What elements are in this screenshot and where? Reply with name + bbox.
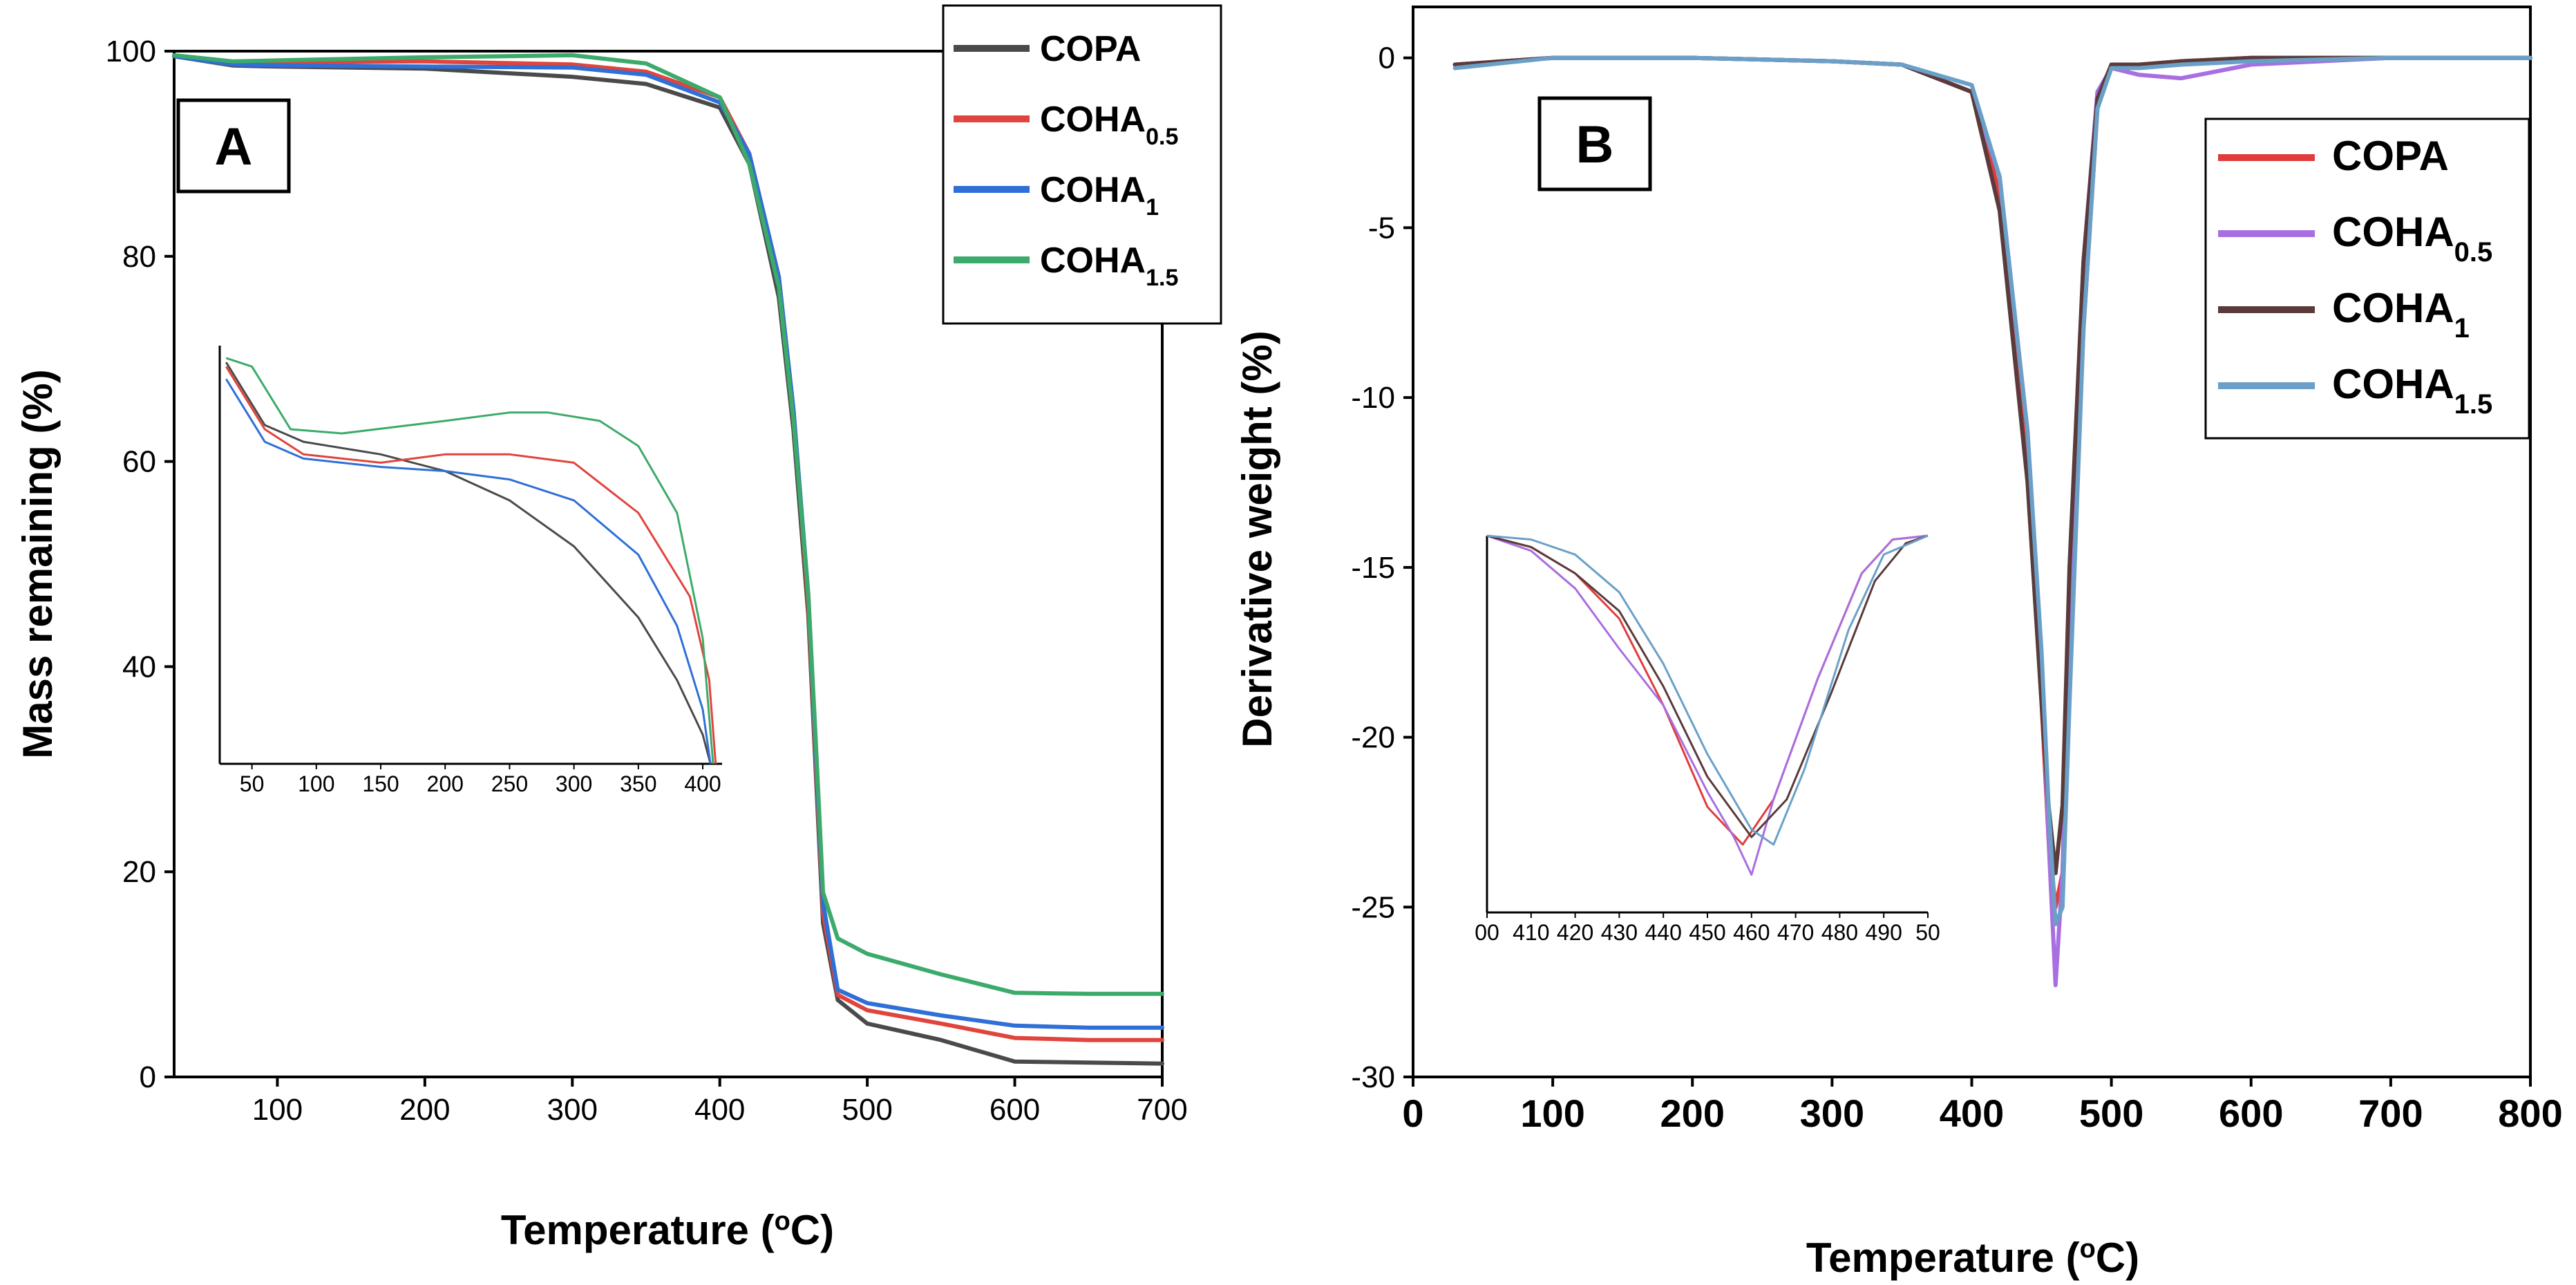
y-tick-label: -15 [1351, 551, 1395, 585]
legend-label: COPA [1040, 29, 1141, 69]
inset-series-line-coha1 [225, 378, 712, 765]
inset-x-tick-label: 100 [298, 771, 334, 796]
x-tick-label: 100 [1520, 1091, 1584, 1135]
panel-b-y-ticks: 0 -5 -10 -15 -20 -25 -30 [1351, 41, 1413, 1094]
inset-x-tick-label: 00 [1475, 920, 1499, 945]
x-tick-label: 700 [2358, 1091, 2423, 1135]
y-tick-label: -25 [1351, 890, 1395, 924]
legend-label: COHA1.5 [1040, 241, 1178, 291]
panel-b-x-ticks: 0 100 200 300 400 500 600 700 800 [1402, 1077, 2563, 1135]
inset-series-line-coha0-5 [1486, 534, 1929, 876]
legend-label: COPA [2332, 133, 2449, 179]
panel-a-x-axis-title: Temperature (oC) [501, 1207, 834, 1253]
panel-b-label: B [1576, 115, 1614, 174]
x-tick-label: 200 [399, 1093, 450, 1127]
panel-a-chart: 100 200 300 400 500 600 700 0 20 40 60 80 100 50 100… [15, 4, 1222, 1253]
panel-a-plot-frame [173, 50, 1164, 1078]
inset-x-tick-label: 50 [240, 771, 265, 796]
panel-b-chart: 0 100 200 300 400 500 600 700 800 0 -5 -10 -15 -20 -2… [1234, 6, 2563, 1281]
y-tick-label: 40 [122, 650, 156, 684]
panel-a-label: A [215, 118, 253, 176]
y-tick-label: 100 [106, 35, 156, 68]
inset-x-tick-label: 470 [1777, 920, 1814, 945]
x-tick-label: 400 [694, 1093, 745, 1127]
panel-b-series-lines [1452, 55, 2532, 988]
inset-x-tick-label: 420 [1557, 920, 1593, 945]
inset-series-line-copa [1486, 534, 1929, 846]
x-tick-label: 300 [1800, 1091, 1864, 1135]
y-tick-label: -20 [1351, 721, 1395, 755]
x-tick-label: 600 [2219, 1091, 2283, 1135]
legend-label: COHA1 [2332, 285, 2470, 344]
y-tick-label: 20 [122, 855, 156, 889]
panel-a-y-axis-title: Mass remaining (%) [15, 369, 61, 758]
panel-a-x-ticks: 100 200 300 400 500 600 700 [252, 1077, 1188, 1127]
panel-b-inset: 00 410 420 430 440 450 460 470 480 490 50 [1475, 534, 1940, 945]
inset-series-line-coha0-5 [225, 366, 717, 765]
y-tick-label: -10 [1351, 381, 1395, 415]
y-tick-label: 60 [122, 445, 156, 479]
x-tick-label: 600 [989, 1093, 1040, 1127]
inset-x-tick-label: 400 [684, 771, 721, 796]
legend-label: COHA0.5 [2332, 209, 2492, 268]
panel-a-legend: COPA COHA0.5 COHA1 COHA1.5 [942, 4, 1222, 325]
inset-x-tick-label: 200 [427, 771, 464, 796]
panel-b-x-axis-title: Temperature (oC) [1806, 1235, 2139, 1281]
inset-x-tick-label: 440 [1645, 920, 1682, 945]
x-tick-label: 400 [1940, 1091, 2004, 1135]
y-tick-label: -30 [1351, 1060, 1395, 1094]
panel-a-inset: 50 100 150 200 250 300 350 400 [218, 346, 722, 796]
inset-x-tick-label: 250 [491, 771, 528, 796]
inset-x-tick-label: 460 [1733, 920, 1770, 945]
inset-x-tick-label: 150 [362, 771, 399, 796]
panel-b-label-box: B [1537, 96, 1652, 191]
inset-x-tick-label: 450 [1689, 920, 1725, 945]
inset-series-line-coha1 [1486, 534, 1929, 838]
x-tick-label: 200 [1660, 1091, 1725, 1135]
panel-b-y-axis-title: Derivative weight (%) [1234, 330, 1280, 748]
inset-x-tick-label: 50 [1915, 920, 1940, 945]
x-tick-label: 700 [1137, 1093, 1187, 1127]
y-tick-label: -5 [1368, 211, 1395, 245]
y-tick-label: 80 [122, 240, 156, 274]
panel-a-y-ticks: 0 20 40 60 80 100 [106, 35, 174, 1094]
x-tick-label: 500 [2079, 1091, 2143, 1135]
x-tick-label: 100 [252, 1093, 303, 1127]
inset-x-tick-label: 300 [556, 771, 592, 796]
legend-label: COHA1.5 [2332, 361, 2492, 420]
inset-x-tick-label: 410 [1513, 920, 1549, 945]
panel-a-series-lines [172, 53, 1164, 1066]
inset-series-line-coha1-5 [1486, 534, 1929, 846]
x-tick-label: 0 [1402, 1091, 1423, 1135]
inset-x-tick-label: 350 [620, 771, 656, 796]
inset-x-tick-label: 430 [1601, 920, 1638, 945]
inset-series-line-coha1-5 [225, 357, 714, 765]
series-line-coha1-5 [1452, 55, 2532, 926]
legend-label: COHA0.5 [1040, 100, 1178, 150]
series-line-coha1-5 [172, 53, 1164, 996]
x-tick-label: 300 [547, 1093, 598, 1127]
panel-a-label-box: A [176, 98, 291, 194]
x-tick-label: 500 [842, 1093, 892, 1127]
panel-b-legend: COPA COHA0.5 COHA1 COHA1.5 [2204, 118, 2530, 440]
y-tick-label: 0 [140, 1060, 156, 1094]
y-tick-label: 0 [1379, 41, 1395, 75]
legend-label: COHA1 [1040, 170, 1159, 221]
inset-x-tick-label: 480 [1821, 920, 1858, 945]
inset-series-line-copa [225, 362, 712, 765]
inset-x-tick-label: 490 [1866, 920, 1902, 945]
x-tick-label: 800 [2498, 1091, 2562, 1135]
